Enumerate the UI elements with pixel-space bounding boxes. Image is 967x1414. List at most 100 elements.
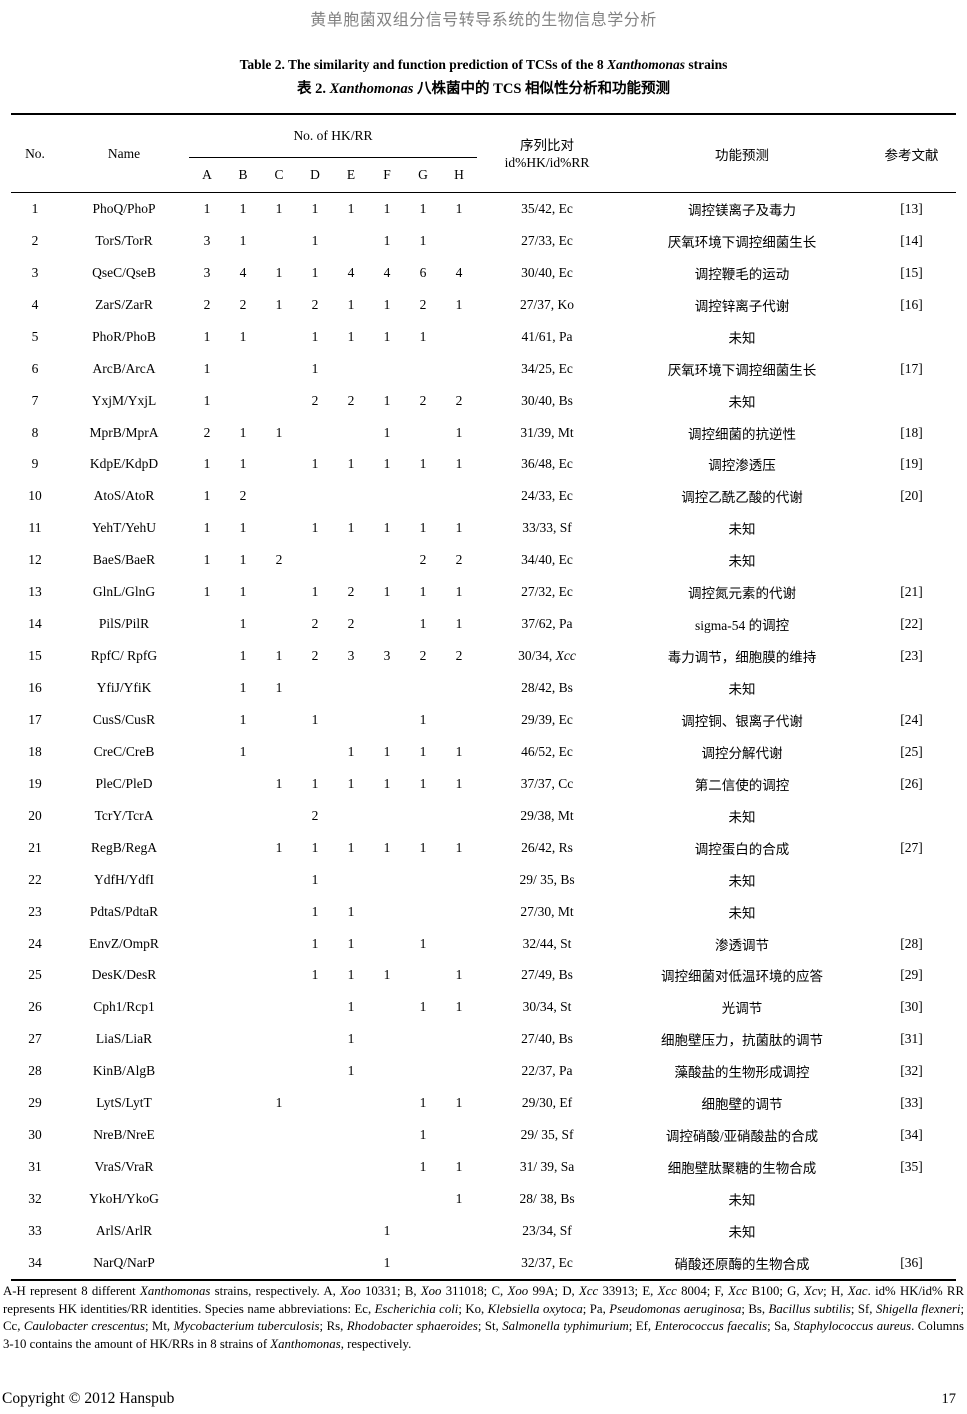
cell-hk-c: 1 bbox=[275, 200, 283, 216]
cell-hk-d bbox=[297, 1183, 333, 1215]
footnote-segment: ; Cc, bbox=[3, 1301, 964, 1334]
cell-hk-f: 1 bbox=[383, 232, 391, 248]
cell-hk-d: 1 bbox=[311, 775, 319, 791]
table-row: 9 KdpE/KdpD 1 1 1 1 1 1 1 36/48, Ec 调控渗透… bbox=[11, 449, 956, 481]
cell-hk-g: 1 bbox=[419, 584, 427, 600]
col-header-reference: 参考文献 bbox=[884, 147, 939, 163]
cell-hk-f: 1 bbox=[383, 967, 391, 983]
cell-id-text: 27/30, Mt bbox=[520, 903, 574, 919]
cell-hk-f bbox=[369, 480, 405, 512]
cell-hk-c bbox=[261, 864, 297, 896]
cell-hk-d: 1 bbox=[311, 232, 319, 248]
cell-hk-c bbox=[261, 800, 297, 832]
cell-hk-h bbox=[441, 928, 477, 960]
footnote-segment: Xoo bbox=[340, 1284, 361, 1298]
table-row: 15 RpfC/ RpfG 1 1 2 3 3 2 2 30/34, Xcc 毒… bbox=[11, 640, 956, 672]
cell-name: YdfH/YdfI bbox=[94, 871, 154, 887]
cell-hk-d bbox=[297, 544, 333, 576]
cell-function: 细胞壁肽聚糖的生物合成 bbox=[667, 1161, 817, 1177]
cell-hk-g bbox=[405, 800, 441, 832]
cell-hk-h: 1 bbox=[455, 616, 463, 632]
cell-function: 未知 bbox=[728, 1224, 756, 1240]
table-title-cn-segment: 八株菌中的 TCS 相似性分析和功能预测 bbox=[413, 81, 671, 97]
cell-hk-a bbox=[189, 672, 225, 704]
cell-function: 调控氮元素的代谢 bbox=[688, 586, 797, 602]
cell-hk-b: 1 bbox=[239, 520, 247, 536]
cell-hk-f bbox=[369, 1183, 405, 1215]
cell-reference: [36] bbox=[900, 1254, 923, 1270]
cell-id: 24/33, Ec bbox=[477, 480, 617, 512]
table-row: 2 TorS/TorR 3 1 1 1 1 27/33, Ec 厌氧环境下调控细… bbox=[11, 225, 956, 257]
cell-function: 渗透调节 bbox=[715, 937, 770, 953]
cell-hk-a bbox=[189, 896, 225, 928]
cell-name: PhoR/PhoB bbox=[92, 328, 156, 344]
cell-hk-d: 1 bbox=[311, 200, 319, 216]
cell-hk-g bbox=[405, 417, 441, 449]
cell-hk-e: 4 bbox=[347, 264, 355, 280]
cell-function: 厌氧环境下调控细菌生长 bbox=[667, 362, 817, 378]
cell-no: 2 bbox=[31, 232, 39, 248]
cell-hk-d: 1 bbox=[311, 967, 319, 983]
cell-hk-d: 2 bbox=[311, 616, 319, 632]
cell-hk-f bbox=[369, 672, 405, 704]
cell-hk-e bbox=[333, 1183, 369, 1215]
tcs-table: No. Name No. of HK/RR 序列比对 id%HK/id%RR 功… bbox=[11, 113, 957, 1281]
cell-hk-f bbox=[369, 896, 405, 928]
table-row: 4 ZarS/ZarR 2 2 1 2 1 1 2 1 27/37, Ko 调控… bbox=[11, 289, 956, 321]
col-header-id-line2: id%HK/id%RR bbox=[504, 154, 590, 170]
cell-name: PdtaS/PdtaR bbox=[89, 903, 159, 919]
cell-hk-f: 1 bbox=[383, 328, 391, 344]
cell-hk-f: 1 bbox=[383, 392, 391, 408]
cell-hk-g bbox=[405, 1023, 441, 1055]
cell-hk-b: 1 bbox=[239, 584, 247, 600]
footnote-segment: ; H, bbox=[823, 1284, 848, 1298]
cell-id-text: 27/37, Ko bbox=[520, 296, 575, 312]
cell-hk-h bbox=[441, 321, 477, 353]
cell-hk-b bbox=[225, 1151, 261, 1183]
cell-hk-e: 1 bbox=[347, 775, 355, 791]
cell-hk-b: 1 bbox=[239, 680, 247, 696]
cell-hk-b bbox=[225, 1087, 261, 1119]
cell-id-text: 24/33, Ec bbox=[521, 488, 573, 504]
cell-no: 34 bbox=[28, 1254, 42, 1270]
table-row: 17 CusS/CusR 1 1 1 29/39, Ec 调控铜、银离子代谢 [… bbox=[11, 704, 956, 736]
cell-id-text: 46/52, Ec bbox=[521, 743, 573, 759]
footnote-segment: Xcc bbox=[579, 1284, 599, 1298]
footnote-segment: Xanthomonas bbox=[140, 1284, 211, 1298]
cell-no: 29 bbox=[28, 1095, 42, 1111]
cell-hk-c bbox=[261, 576, 297, 608]
cell-no: 20 bbox=[28, 807, 42, 823]
cell-hk-h: 1 bbox=[455, 456, 463, 472]
cell-hk-c bbox=[261, 353, 297, 385]
cell-hk-h: 4 bbox=[455, 264, 463, 280]
cell-hk-c: 1 bbox=[275, 839, 283, 855]
table-row: 16 YfiJ/YfiK 1 1 28/42, Bs 未知 bbox=[11, 672, 956, 704]
footnote-segment: ; Bs, bbox=[741, 1301, 769, 1316]
footnote-segment: ; St, bbox=[477, 1319, 503, 1334]
cell-id-text: 30/40, Ec bbox=[521, 264, 573, 280]
cell-no: 30 bbox=[28, 1127, 42, 1143]
cell-hk-e bbox=[333, 864, 369, 896]
cell-hk-b bbox=[225, 1247, 261, 1280]
footnote-segment: 10331; B, bbox=[360, 1284, 421, 1298]
cell-hk-c bbox=[261, 1183, 297, 1215]
cell-name: PleC/PleD bbox=[95, 775, 153, 791]
cell-reference: [15] bbox=[900, 264, 923, 280]
table-row: 28 KinB/AlgB 1 22/37, Pa 藻酸盐的生物形成调控 [32] bbox=[11, 1055, 956, 1087]
footnote-segment: . Columns 3-10 contains the amount of HK… bbox=[3, 1319, 965, 1351]
cell-id-text: 35/42, Ec bbox=[521, 200, 573, 216]
cell-reference: [35] bbox=[900, 1159, 923, 1175]
cell-hk-e bbox=[333, 225, 369, 257]
table-title-cn-segment: 表 2. bbox=[296, 81, 330, 97]
cell-hk-e bbox=[333, 1151, 369, 1183]
cell-name: EnvZ/OmpR bbox=[89, 935, 159, 951]
table-row: 11 YehT/YehU 1 1 1 1 1 1 1 33/33, Sf 未知 bbox=[11, 512, 956, 544]
cell-function: 未知 bbox=[728, 873, 756, 889]
cell-id: 28/42, Bs bbox=[477, 672, 617, 704]
cell-hk-f: 1 bbox=[383, 584, 391, 600]
cell-hk-d: 1 bbox=[311, 456, 319, 472]
cell-hk-d bbox=[297, 1247, 333, 1280]
cell-hk-e: 2 bbox=[347, 616, 355, 632]
footnote-segment: 311018; C, bbox=[441, 1284, 508, 1298]
cell-hk-f: 3 bbox=[383, 648, 391, 664]
